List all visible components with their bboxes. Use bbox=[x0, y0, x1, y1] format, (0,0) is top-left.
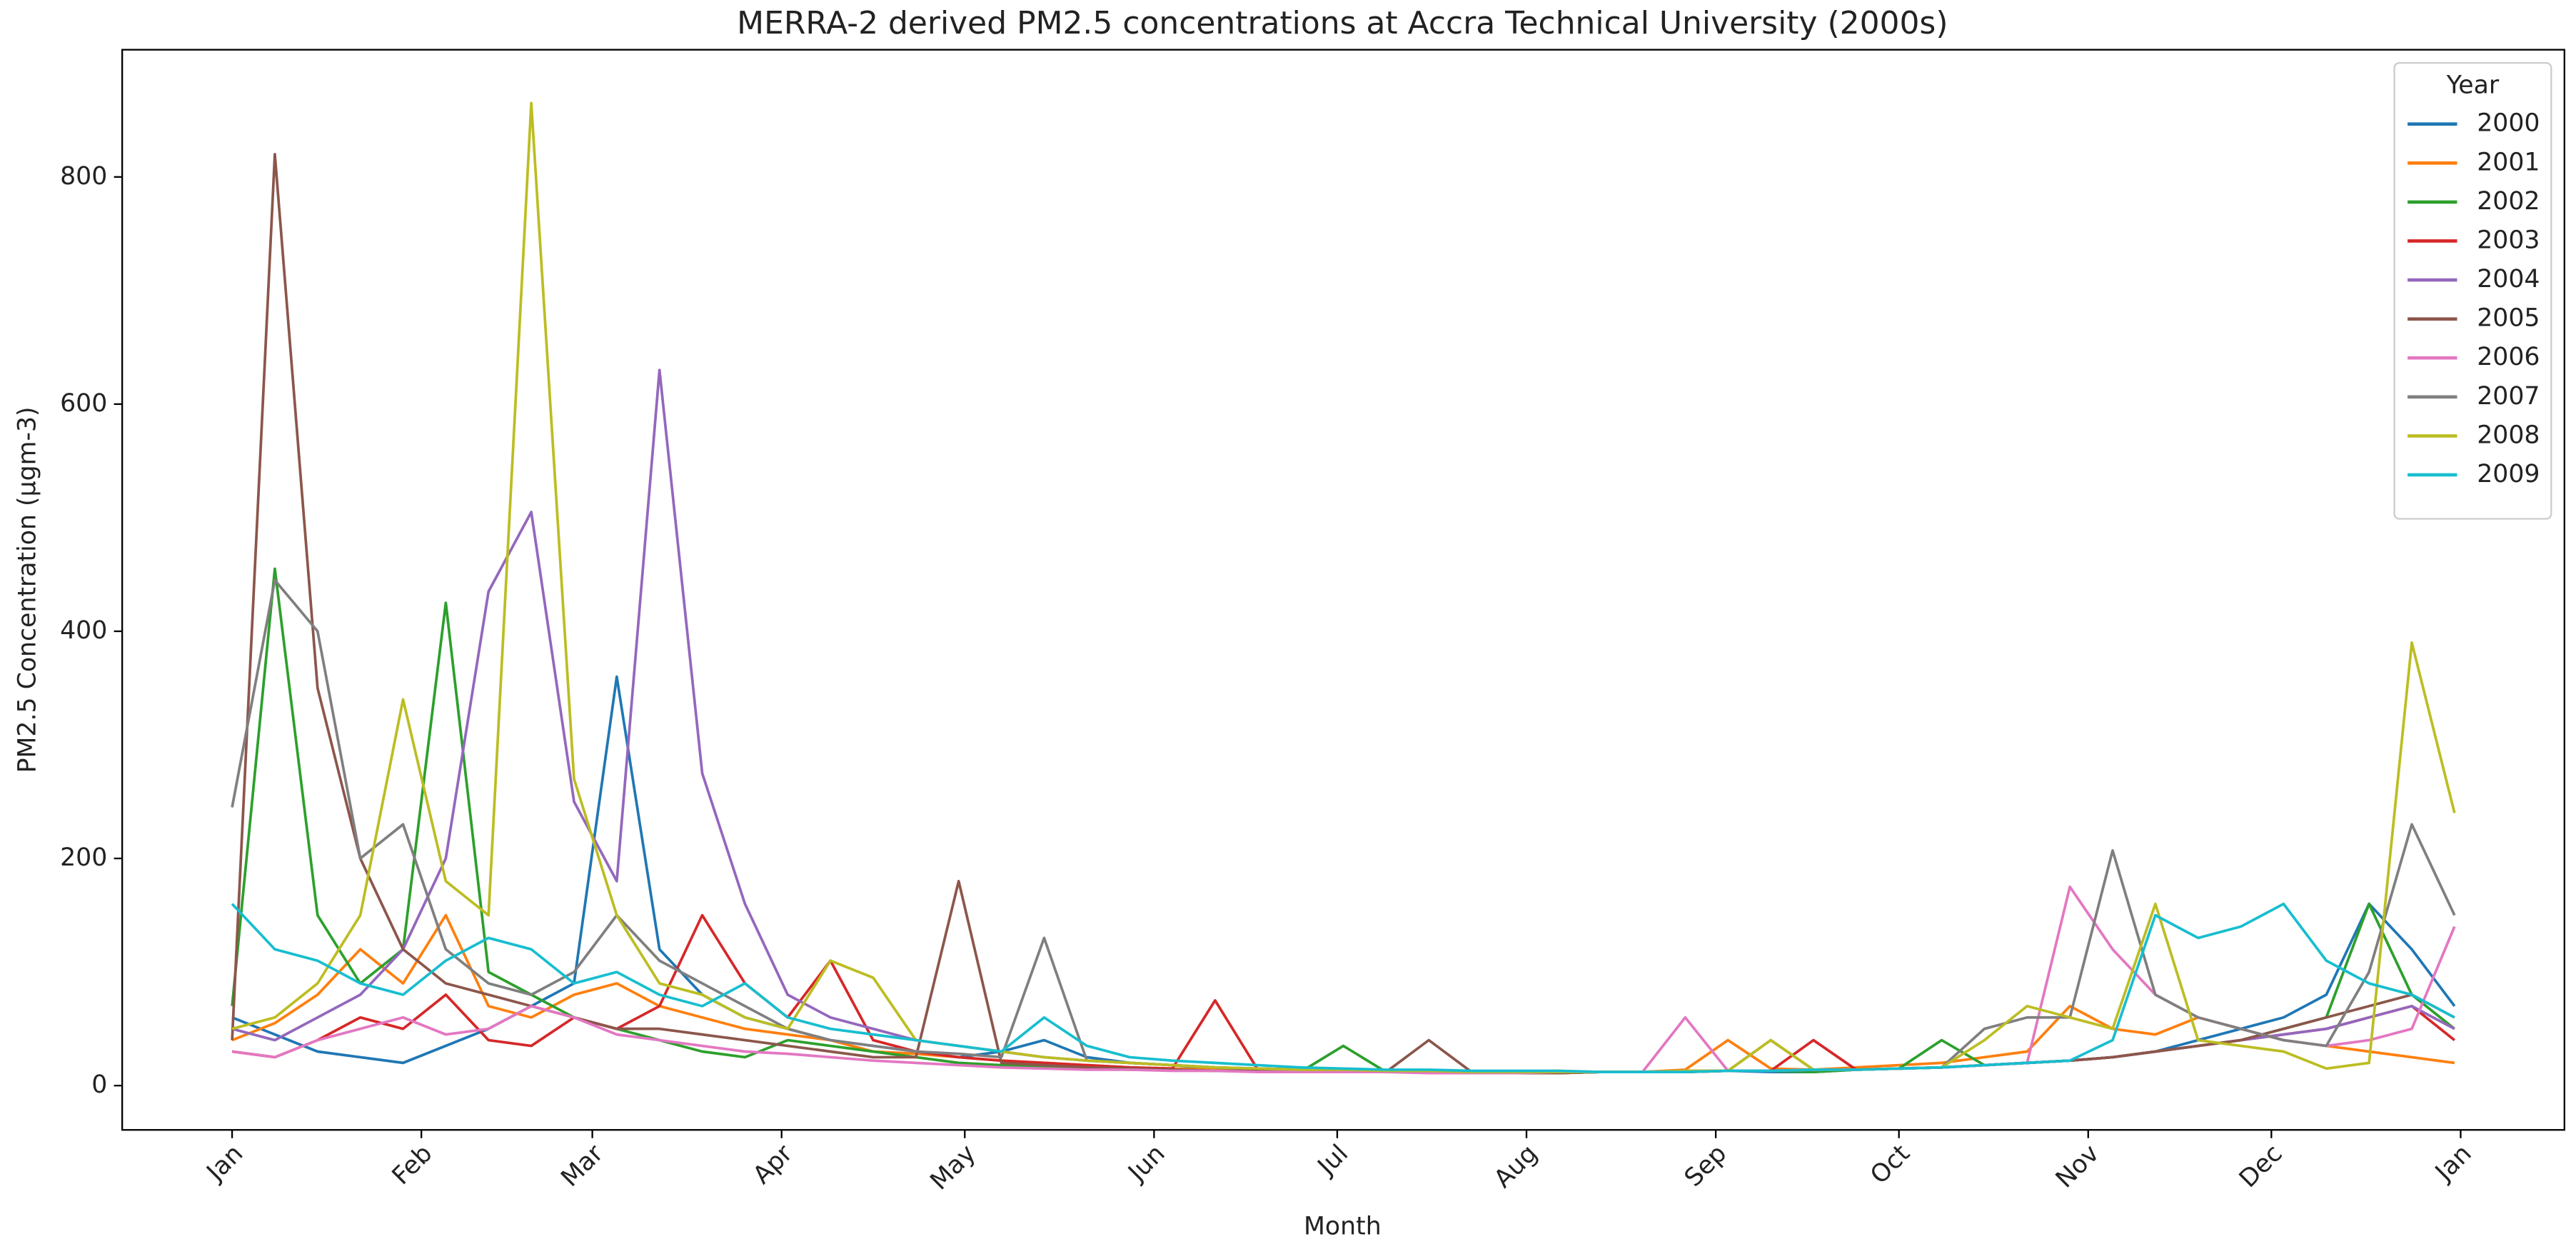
y-tick-label: 800 bbox=[60, 162, 107, 191]
plot-area bbox=[231, 101, 2456, 1075]
legend-label: 2009 bbox=[2477, 460, 2540, 488]
legend-label: 2006 bbox=[2477, 343, 2540, 371]
legend: Year 2000 2001 2002 2003 2004 2005 2006 2007 2008… bbox=[2393, 61, 2552, 520]
y-tick-label: 600 bbox=[60, 389, 107, 418]
chart-title: MERRA-2 derived PM2.5 concentrations at … bbox=[737, 5, 1948, 41]
series-line bbox=[231, 902, 2455, 1073]
legend-box bbox=[2393, 61, 2552, 520]
legend-label: 2003 bbox=[2477, 226, 2540, 254]
legend-title: Year bbox=[2446, 71, 2500, 100]
x-axis-label: Month bbox=[1304, 1213, 1382, 1241]
legend-label: 2000 bbox=[2477, 109, 2540, 138]
legend-label: 2005 bbox=[2477, 304, 2540, 333]
legend-label: 2008 bbox=[2477, 421, 2540, 449]
y-axis-label: PM2.5 Concentration (µgm-3) bbox=[13, 406, 41, 773]
y-tick-label: 400 bbox=[60, 616, 107, 645]
legend-label: 2007 bbox=[2477, 382, 2540, 411]
legend-label: 2004 bbox=[2477, 265, 2540, 294]
y-tick-label: 0 bbox=[91, 1070, 107, 1099]
legend-label: 2002 bbox=[2477, 187, 2540, 216]
plot-frame bbox=[121, 49, 2565, 1131]
series-line bbox=[231, 885, 2456, 1075]
y-tick-label: 200 bbox=[60, 843, 107, 872]
legend-label: 2001 bbox=[2477, 148, 2540, 176]
